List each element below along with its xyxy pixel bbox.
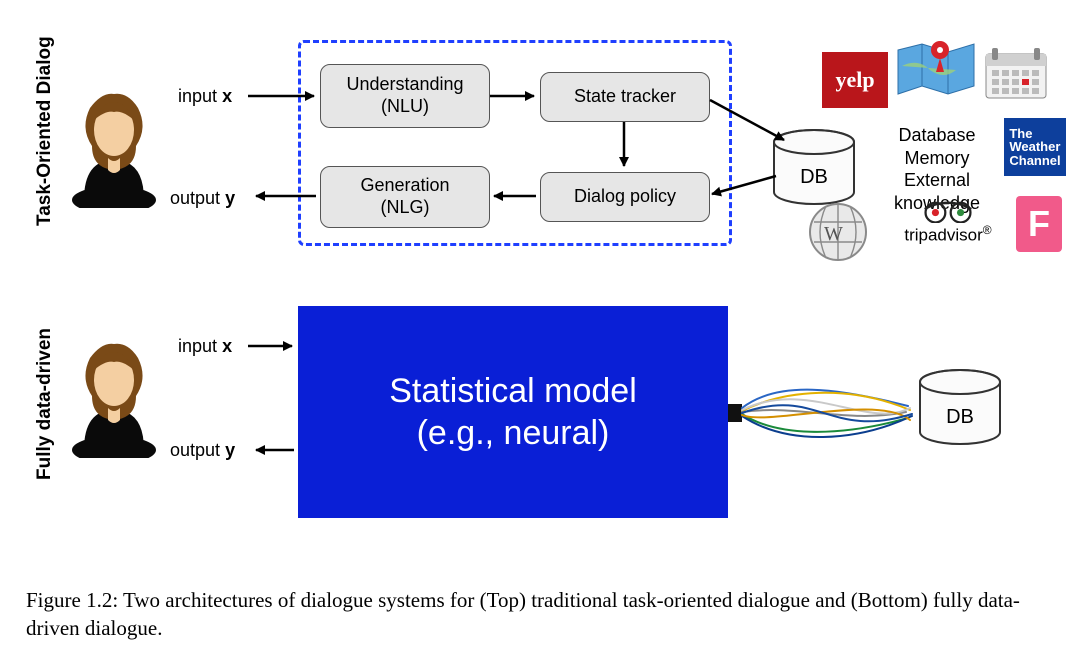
statistical-model-box: Statistical model(e.g., neural) (298, 306, 728, 518)
wikipedia-logo-icon: W (806, 200, 870, 264)
user-avatar-top (64, 88, 164, 208)
input-label-bottom: input x (178, 336, 232, 357)
db-top: DB (772, 130, 856, 208)
output-label-bottom: output y (170, 440, 235, 461)
foursquare-logo-icon: F (1016, 196, 1062, 252)
user-avatar-bottom (64, 338, 164, 458)
input-label-top: input x (178, 86, 232, 107)
module-dialog-policy: Dialog policy (540, 172, 710, 222)
tripadvisor-logo-icon: tripadvisor® (878, 200, 1018, 246)
section-label-bottom: Fully data-driven (34, 328, 56, 480)
section-label-top: Task-Oriented Dialog (34, 36, 56, 226)
module-nlg: Generation(NLG) (320, 166, 490, 228)
diagram-canvas: Task-Oriented Dialog Fully data-driven i… (0, 0, 1080, 662)
yelp-logo-icon: yelp (822, 52, 888, 108)
module-state-tracker: State tracker (540, 72, 710, 122)
calendar-icon (984, 46, 1048, 102)
db-label-top: DB (772, 166, 856, 189)
weather-channel-logo-icon: TheWeatherChannel (1004, 118, 1066, 176)
module-nlu: Understanding(NLU) (320, 64, 490, 128)
svg-text:W: W (824, 223, 843, 245)
db-bottom: DB (918, 370, 1002, 448)
figure-caption: Figure 1.2: Two architectures of dialogu… (26, 586, 1060, 643)
db-label-bottom: DB (918, 406, 1002, 429)
map-icon (896, 36, 976, 98)
wires-icon (728, 376, 918, 448)
output-label-top: output y (170, 188, 235, 209)
